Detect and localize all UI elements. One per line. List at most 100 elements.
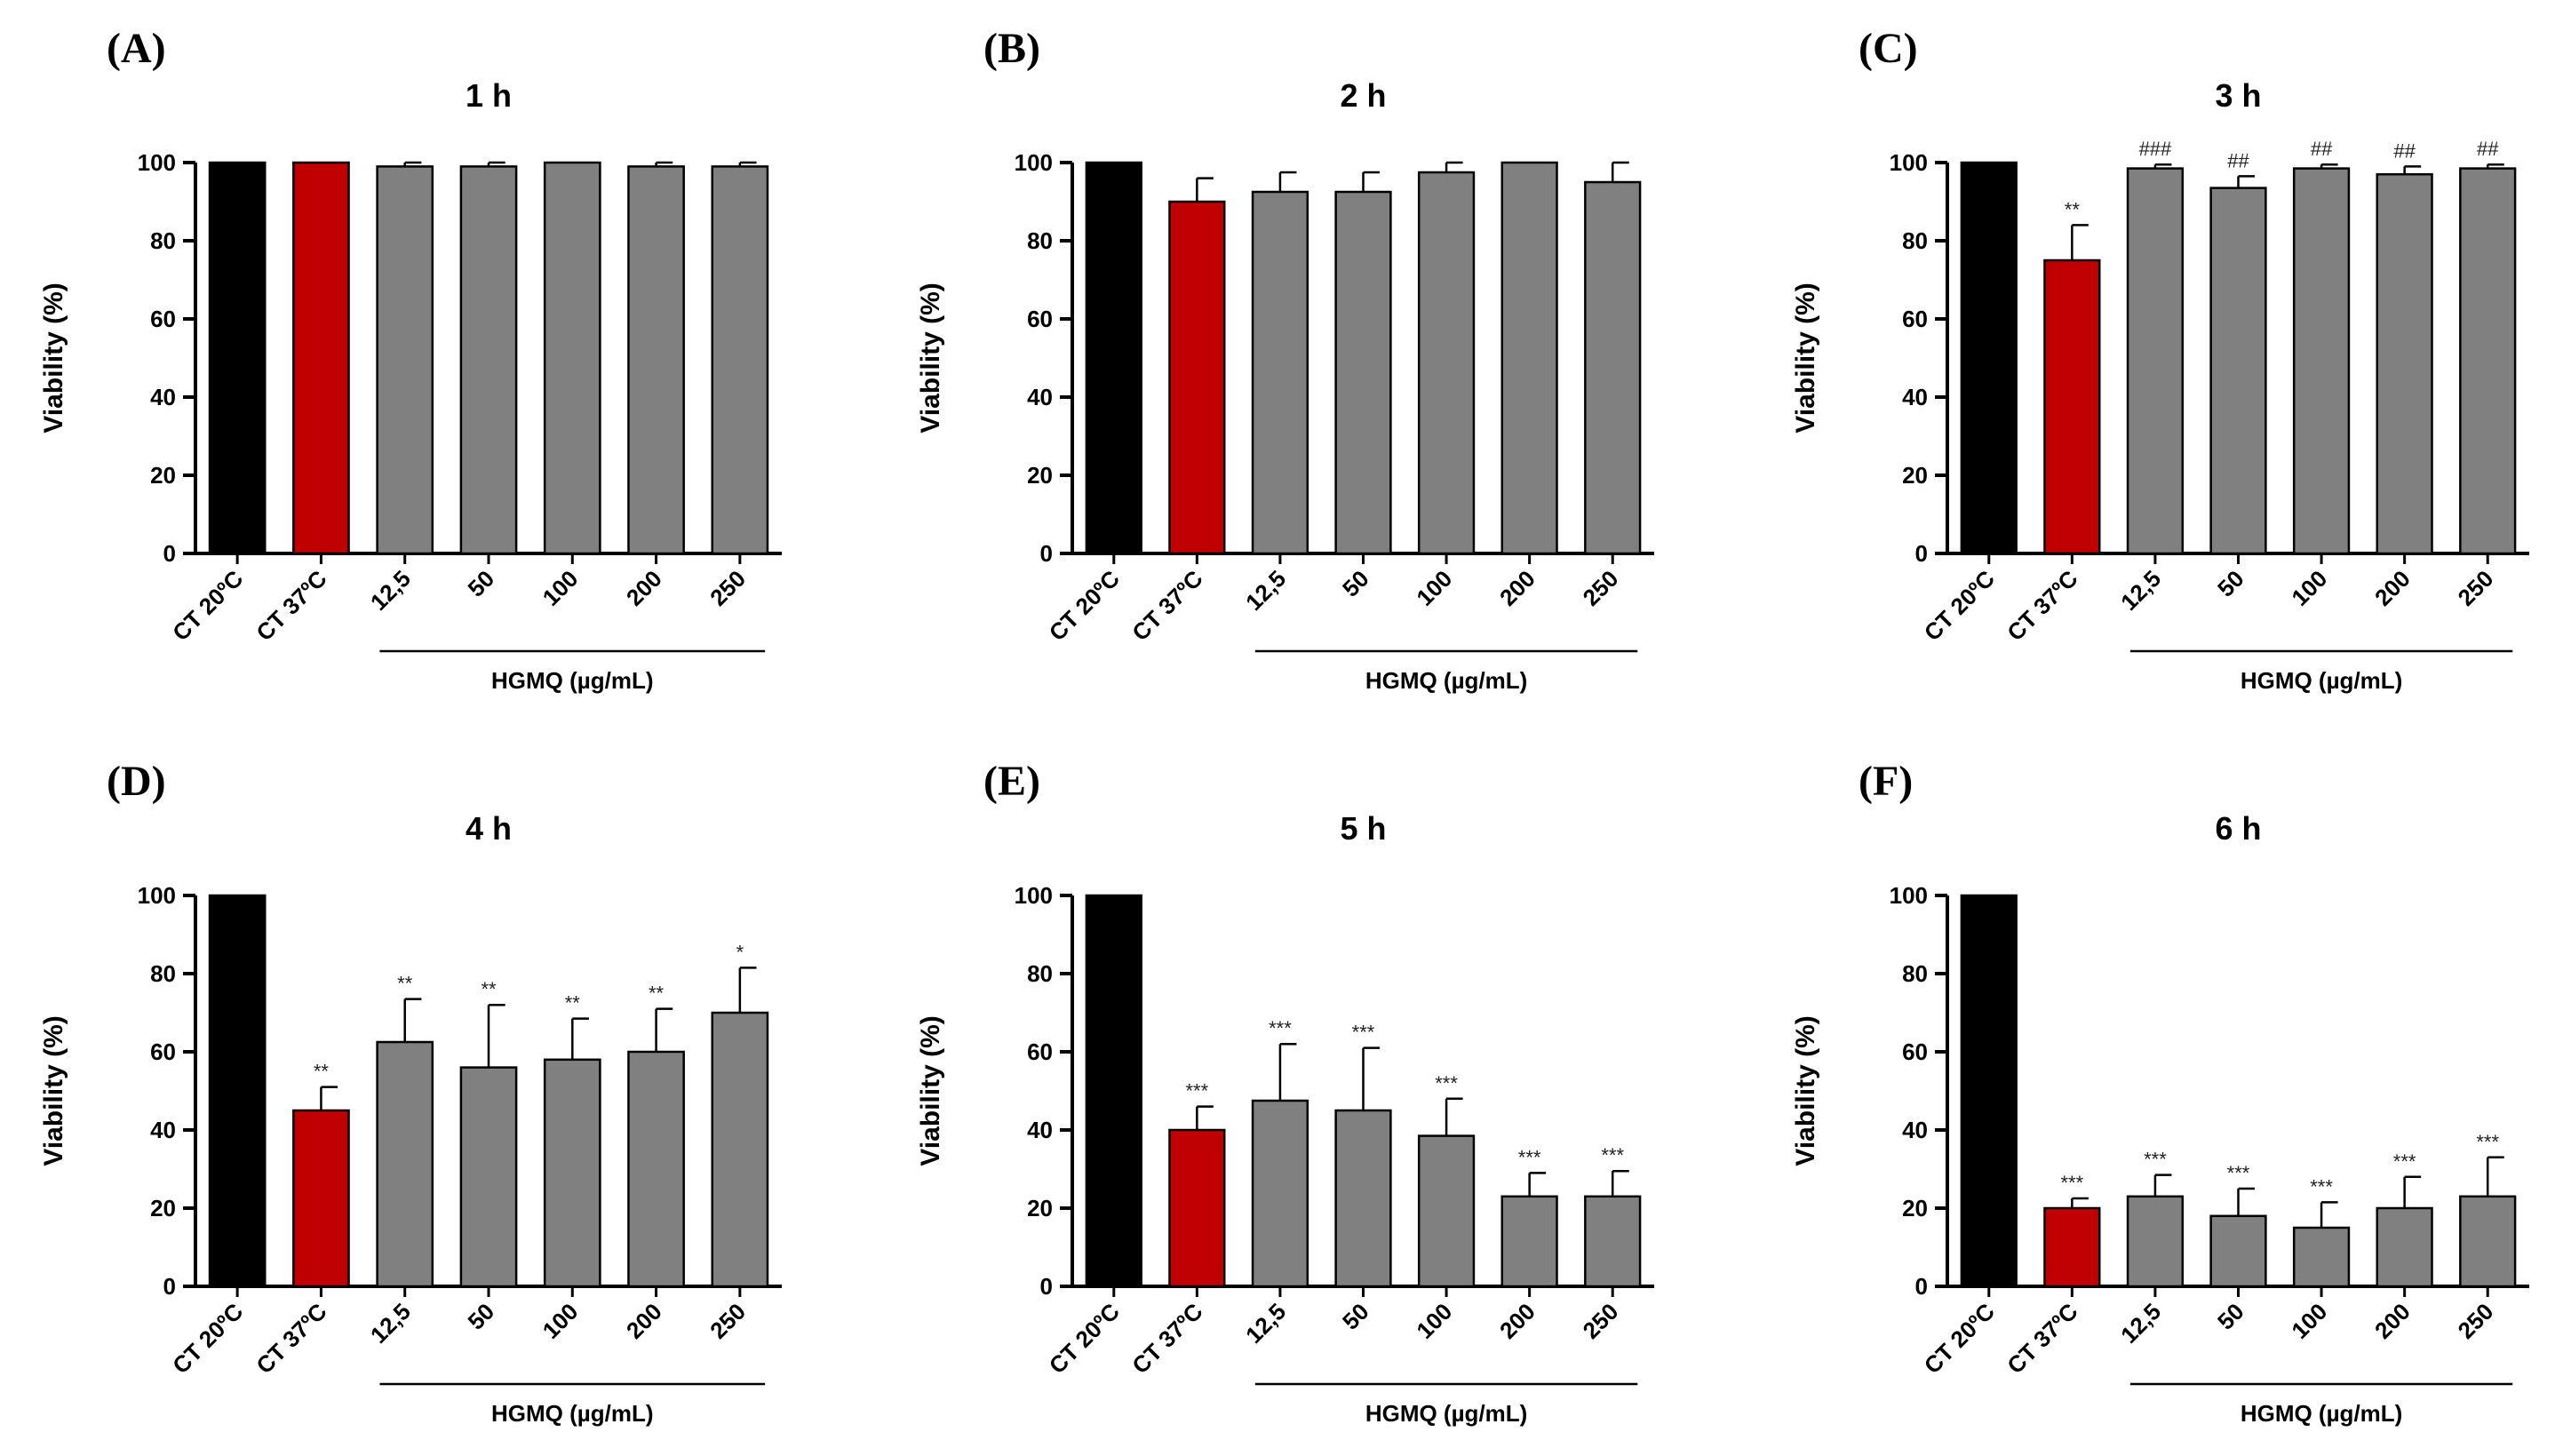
- bar: [1417, 1134, 1476, 1288]
- y-tick-label: 60: [150, 306, 176, 332]
- y-tick-label: 60: [1902, 306, 1928, 332]
- x-tick-label: 50: [463, 565, 500, 602]
- y-tick-label: 20: [1027, 1195, 1053, 1221]
- panel-title: 3 h: [2215, 77, 2261, 114]
- x-axis-label: HGMQ (µg/mL): [2241, 1400, 2403, 1427]
- x-tick-label: 100: [2286, 565, 2332, 611]
- x-tick-label: CT 20ºC: [1919, 565, 2000, 646]
- x-tick-label: 200: [1494, 1298, 1540, 1344]
- significance-annotation: ***: [2476, 1131, 2499, 1153]
- bar: [459, 165, 518, 555]
- y-tick-label: 60: [150, 1038, 176, 1065]
- significance-annotation: ##: [2311, 138, 2333, 160]
- bar: [1251, 1099, 1309, 1288]
- bar: [1334, 1109, 1392, 1288]
- significance-annotation: **: [314, 1061, 330, 1083]
- bar: [1168, 1128, 1226, 1288]
- x-tick-label: 250: [704, 1298, 751, 1344]
- x-tick-label: 12,5: [2115, 1298, 2166, 1349]
- panel-title: 5 h: [1340, 810, 1386, 847]
- significance-annotation: **: [565, 992, 581, 1014]
- bar: [2209, 187, 2267, 555]
- bar: [292, 1109, 350, 1288]
- x-tick-label: 250: [2453, 1298, 2499, 1344]
- bar: [711, 165, 769, 555]
- panel-label: (A): [107, 25, 166, 72]
- y-axis-label: Viability (%): [916, 1015, 945, 1166]
- significance-annotation: ##: [2393, 139, 2416, 162]
- x-tick-label: CT 20ºC: [1919, 1298, 2000, 1379]
- bar: [2292, 1226, 2351, 1288]
- significance-annotation: ##: [2227, 149, 2249, 171]
- panel-label: (D): [107, 758, 166, 805]
- bar: [2376, 172, 2433, 555]
- bar: [2043, 259, 2101, 555]
- y-tick-label: 40: [150, 384, 176, 410]
- y-tick-label: 80: [1902, 227, 1928, 254]
- bar: [2209, 1214, 2267, 1288]
- significance-annotation: ***: [2393, 1150, 2416, 1173]
- y-tick-label: 80: [150, 960, 176, 987]
- chart-panel: (F) 6 h 0 20 40 60 80 100 Viability (%) CT 20ºC **…: [1791, 758, 2529, 1427]
- significance-annotation: ***: [2227, 1162, 2250, 1184]
- x-tick-label: 250: [2453, 565, 2499, 611]
- x-tick-label: 200: [2369, 1298, 2416, 1344]
- y-tick-label: 80: [1027, 960, 1053, 987]
- significance-annotation: ***: [1601, 1144, 1624, 1166]
- y-tick-label: 40: [150, 1117, 176, 1143]
- y-tick-label: 80: [150, 227, 176, 254]
- bar: [1334, 190, 1392, 555]
- y-tick-label: 20: [1902, 1195, 1928, 1221]
- bar: [2292, 167, 2351, 555]
- significance-annotation: ***: [1435, 1072, 1458, 1094]
- x-axis-label: HGMQ (µg/mL): [1365, 1400, 1528, 1427]
- x-tick-label: 12,5: [1240, 1298, 1291, 1349]
- bar: [1168, 200, 1226, 555]
- chart-panel: (A) 1 h 0 20 40 60 80 100 Viability (%) CT 20ºC CT…: [39, 25, 782, 694]
- significance-annotation: **: [481, 978, 497, 1000]
- y-axis-label: Viability (%): [39, 282, 68, 433]
- chart-panel: (C) 3 h 0 20 40 60 80 100 Viability (%) CT 20ºC **…: [1791, 25, 2529, 694]
- x-tick-label: CT 20ºC: [167, 1298, 248, 1379]
- bar: [2126, 1195, 2185, 1288]
- y-tick-label: 0: [1915, 540, 1928, 567]
- significance-annotation: ***: [2061, 1172, 2084, 1194]
- x-tick-label: CT 37ºC: [251, 1298, 331, 1379]
- x-tick-label: 200: [621, 565, 667, 611]
- y-axis-label: Viability (%): [1791, 282, 1820, 433]
- bar: [1500, 1195, 1558, 1288]
- y-tick-label: 60: [1902, 1038, 1928, 1065]
- x-tick-label: CT 37ºC: [1126, 1298, 1207, 1379]
- panel-label: (F): [1859, 758, 1913, 805]
- bar: [1960, 161, 2018, 555]
- x-tick-label: 100: [1411, 1298, 1457, 1344]
- x-axis-label: HGMQ (µg/mL): [2241, 667, 2403, 694]
- significance-annotation: ***: [2310, 1175, 2333, 1197]
- x-tick-label: 100: [537, 565, 584, 611]
- x-tick-label: CT 37ºC: [251, 565, 331, 646]
- y-axis-label: Viability (%): [916, 282, 945, 433]
- significance-annotation: **: [2065, 198, 2081, 220]
- x-tick-label: 50: [1337, 1298, 1374, 1335]
- x-tick-label: 200: [2369, 565, 2416, 611]
- y-tick-label: 60: [1027, 1038, 1053, 1065]
- x-tick-label: 250: [1578, 1298, 1624, 1344]
- y-tick-label: 0: [163, 540, 176, 567]
- x-axis-label: HGMQ (µg/mL): [491, 667, 654, 694]
- bar: [2459, 1195, 2517, 1288]
- x-tick-label: 50: [2212, 565, 2249, 602]
- panel-title: 6 h: [2215, 810, 2261, 847]
- x-tick-label: CT 20ºC: [1044, 565, 1125, 646]
- chart-panel: (B) 2 h 0 20 40 60 80 100 Viability (%) CT 20ºC CT…: [916, 25, 1654, 694]
- x-tick-label: 250: [704, 565, 751, 611]
- bar: [459, 1066, 518, 1288]
- y-tick-label: 100: [1015, 882, 1053, 909]
- x-tick-label: 50: [2212, 1298, 2249, 1335]
- y-tick-label: 80: [1902, 960, 1928, 987]
- panel-label: (B): [983, 25, 1040, 72]
- x-tick-label: 200: [1494, 565, 1540, 611]
- significance-annotation: **: [397, 973, 413, 995]
- bar: [2126, 167, 2185, 555]
